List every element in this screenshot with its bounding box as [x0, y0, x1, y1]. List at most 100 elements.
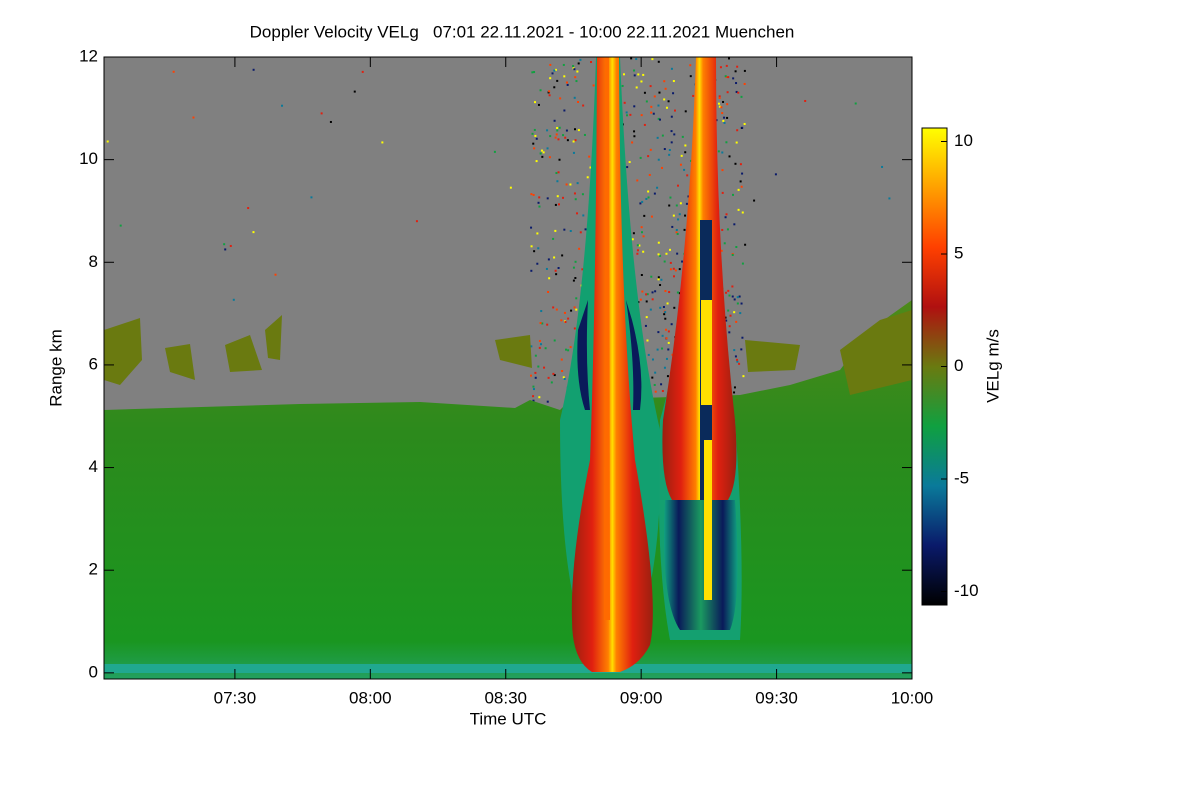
noise-pixel	[576, 182, 579, 185]
y-tick-label: 4	[89, 457, 98, 476]
noise-pixel	[575, 80, 578, 83]
ground-band	[104, 664, 912, 673]
noise-pixel	[530, 226, 533, 229]
x-tick-label: 08:00	[349, 688, 392, 707]
noise-pixel	[671, 225, 674, 228]
heatmap	[104, 57, 912, 679]
noise-pixel	[538, 346, 541, 349]
noise-pixel	[664, 311, 667, 314]
noise-pixel	[566, 139, 569, 142]
noise-pixel	[552, 237, 555, 240]
noise-pixel	[509, 186, 512, 189]
x-tick-label: 08:30	[484, 688, 527, 707]
noise-pixel	[686, 174, 689, 177]
x-tick-label: 10:00	[891, 688, 934, 707]
noise-pixel	[535, 160, 538, 163]
noise-pixel	[744, 243, 747, 246]
noise-pixel	[552, 372, 555, 375]
noise-pixel	[735, 320, 738, 323]
noise-pixel	[553, 119, 556, 122]
plume-core	[604, 57, 610, 620]
noise-pixel	[554, 229, 557, 232]
noise-pixel	[650, 111, 653, 114]
noise-pixel	[533, 147, 536, 150]
noise-pixel	[653, 192, 656, 195]
noise-pixel	[656, 348, 659, 351]
noise-pixel	[642, 73, 645, 76]
noise-pixel	[674, 269, 677, 272]
noise-pixel	[734, 355, 737, 358]
noise-pixel	[737, 91, 740, 94]
noise-pixel	[555, 273, 558, 276]
noise-pixel	[653, 95, 656, 98]
noise-pixel	[738, 295, 741, 298]
noise-pixel	[736, 65, 739, 68]
noise-pixel	[543, 366, 546, 369]
colorbar-tick-label: 10	[954, 131, 973, 150]
noise-pixel	[582, 214, 585, 217]
colorbar-tick-label: 0	[954, 356, 963, 375]
noise-pixel	[536, 232, 539, 235]
noise-pixel	[532, 142, 535, 145]
noise-pixel	[562, 134, 565, 137]
noise-pixel	[532, 395, 535, 398]
noise-pixel	[540, 310, 543, 313]
noise-pixel	[679, 163, 682, 166]
noise-pixel	[576, 70, 579, 73]
noise-pixel	[684, 151, 687, 154]
noise-pixel	[574, 277, 577, 280]
noise-pixel	[546, 147, 549, 150]
noise-pixel	[664, 87, 667, 90]
noise-pixel	[680, 154, 683, 157]
noise-pixel	[640, 273, 643, 276]
noise-pixel	[636, 252, 639, 255]
noise-pixel	[646, 293, 649, 296]
noise-pixel	[534, 134, 537, 137]
noise-pixel	[675, 231, 678, 234]
noise-pixel	[665, 337, 668, 340]
noise-pixel	[281, 104, 284, 107]
noise-pixel	[631, 238, 634, 241]
noise-pixel	[661, 334, 664, 337]
noise-pixel	[665, 252, 668, 255]
noise-pixel	[663, 366, 666, 369]
noise-pixel	[635, 86, 638, 89]
noise-pixel	[719, 66, 722, 69]
noise-pixel	[547, 258, 550, 261]
noise-pixel	[589, 166, 592, 169]
noise-pixel	[683, 228, 686, 231]
noise-pixel	[663, 313, 666, 316]
noise-pixel	[562, 196, 565, 199]
noise-pixel	[718, 95, 721, 98]
y-tick-label: 12	[79, 46, 98, 65]
colorbar-tick-label: -5	[954, 468, 969, 487]
noise-pixel	[572, 266, 575, 269]
noise-pixel	[675, 204, 678, 207]
noise-pixel	[733, 311, 736, 314]
noise-pixel	[726, 91, 729, 94]
noise-pixel	[721, 228, 724, 231]
noise-pixel	[673, 275, 676, 278]
noise-pixel	[329, 120, 332, 123]
noise-pixel	[633, 135, 636, 138]
noise-pixel	[586, 176, 589, 179]
noise-pixel	[741, 336, 744, 339]
noise-pixel	[665, 357, 668, 360]
noise-pixel	[640, 80, 643, 83]
noise-pixel	[649, 85, 652, 88]
noise-pixel	[553, 339, 556, 342]
noise-pixel	[721, 112, 724, 115]
noise-pixel	[728, 331, 731, 334]
noise-pixel	[735, 90, 738, 93]
noise-pixel	[663, 98, 666, 101]
noise-pixel	[648, 173, 651, 176]
noise-pixel	[577, 129, 580, 132]
noise-pixel	[560, 319, 563, 322]
noise-pixel	[582, 104, 585, 107]
noise-pixel	[569, 230, 572, 233]
noise-pixel	[644, 324, 647, 327]
noise-pixel	[530, 245, 533, 248]
noise-pixel	[531, 71, 534, 74]
noise-pixel	[657, 241, 660, 244]
